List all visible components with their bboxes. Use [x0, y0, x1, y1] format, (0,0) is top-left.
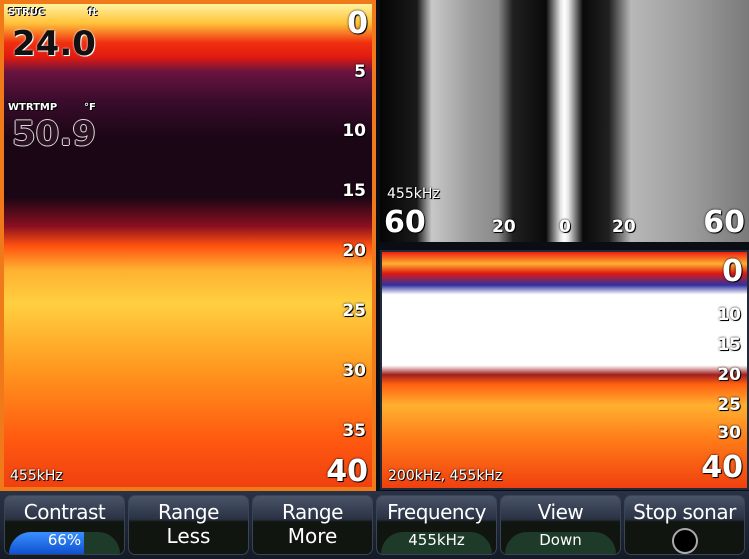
depth-label: 25 — [717, 395, 741, 415]
stop-indicator-icon — [671, 528, 698, 554]
range-mark: 20 — [492, 217, 516, 237]
frequency-label: 455kHz — [10, 468, 63, 484]
depth-label: 15 — [342, 181, 366, 201]
struc-value: 24.0 — [12, 24, 96, 64]
range-more-label: Range — [282, 500, 343, 524]
depth-label: 10 — [717, 305, 741, 325]
range-more-sub: More — [287, 524, 338, 548]
frequency-track — [381, 532, 492, 554]
view-button[interactable]: View Down — [500, 495, 621, 555]
depth-label: 15 — [717, 335, 741, 355]
depth-label: 25 — [342, 301, 366, 321]
frequency-label: 200kHz, 455kHz — [388, 468, 503, 484]
struc-unit: ft — [88, 7, 98, 18]
temp-unit: °F — [84, 102, 96, 113]
frequency-button-label: Frequency — [387, 500, 486, 524]
sonar-2d-panel[interactable]: STRUC ft 24.0 WTRTMP °F 50.9 0 5 10 15 2… — [0, 0, 376, 491]
stop-sonar-button[interactable]: Stop sonar — [624, 495, 745, 555]
range-mark: 0 — [559, 217, 571, 237]
depth-label: 20 — [342, 241, 366, 261]
depth-label: 40 — [326, 454, 368, 489]
stop-sonar-label: Stop sonar — [633, 500, 736, 524]
frequency-label: 455kHz — [387, 186, 440, 202]
range-less-button[interactable]: Range Less — [128, 495, 249, 555]
range-more-button[interactable]: Range More — [252, 495, 373, 555]
range-right: 60 — [703, 205, 745, 240]
range-less-sub: Less — [166, 524, 211, 548]
view-track — [505, 532, 616, 554]
view-value: Down — [539, 531, 582, 549]
temp-label: WTRTMP — [8, 102, 58, 113]
sonar-toolbar: Contrast 66% Range Less Range More Frequ… — [0, 491, 749, 559]
view-label: View — [537, 500, 584, 524]
depth-label: 5 — [354, 62, 366, 82]
depth-label: 0 — [347, 6, 368, 41]
depth-label: 40 — [701, 450, 743, 485]
depth-label: 10 — [342, 121, 366, 141]
contrast-button[interactable]: Contrast 66% — [4, 495, 125, 555]
depth-label: 30 — [717, 423, 741, 443]
range-mark: 20 — [612, 217, 636, 237]
frequency-button[interactable]: Frequency 455kHz — [376, 495, 497, 555]
range-left: 60 — [384, 205, 426, 240]
range-less-label: Range — [158, 500, 219, 524]
downscan-panel[interactable]: 0 10 15 20 25 30 40 200kHz, 455kHz — [380, 250, 749, 490]
contrast-label: Contrast — [23, 500, 106, 524]
depth-label: 20 — [717, 365, 741, 385]
contrast-level-bar — [9, 532, 84, 554]
depth-label: 30 — [342, 361, 366, 381]
depth-label: 35 — [342, 421, 366, 441]
frequency-value: 455kHz — [408, 531, 465, 549]
sidescan-panel[interactable]: 455kHz 60 20 0 20 60 — [380, 0, 749, 242]
contrast-value: 66% — [47, 531, 82, 549]
depth-label: 0 — [722, 254, 743, 289]
struc-label: STRUC — [8, 7, 46, 18]
temp-value: 50.9 — [12, 114, 96, 154]
